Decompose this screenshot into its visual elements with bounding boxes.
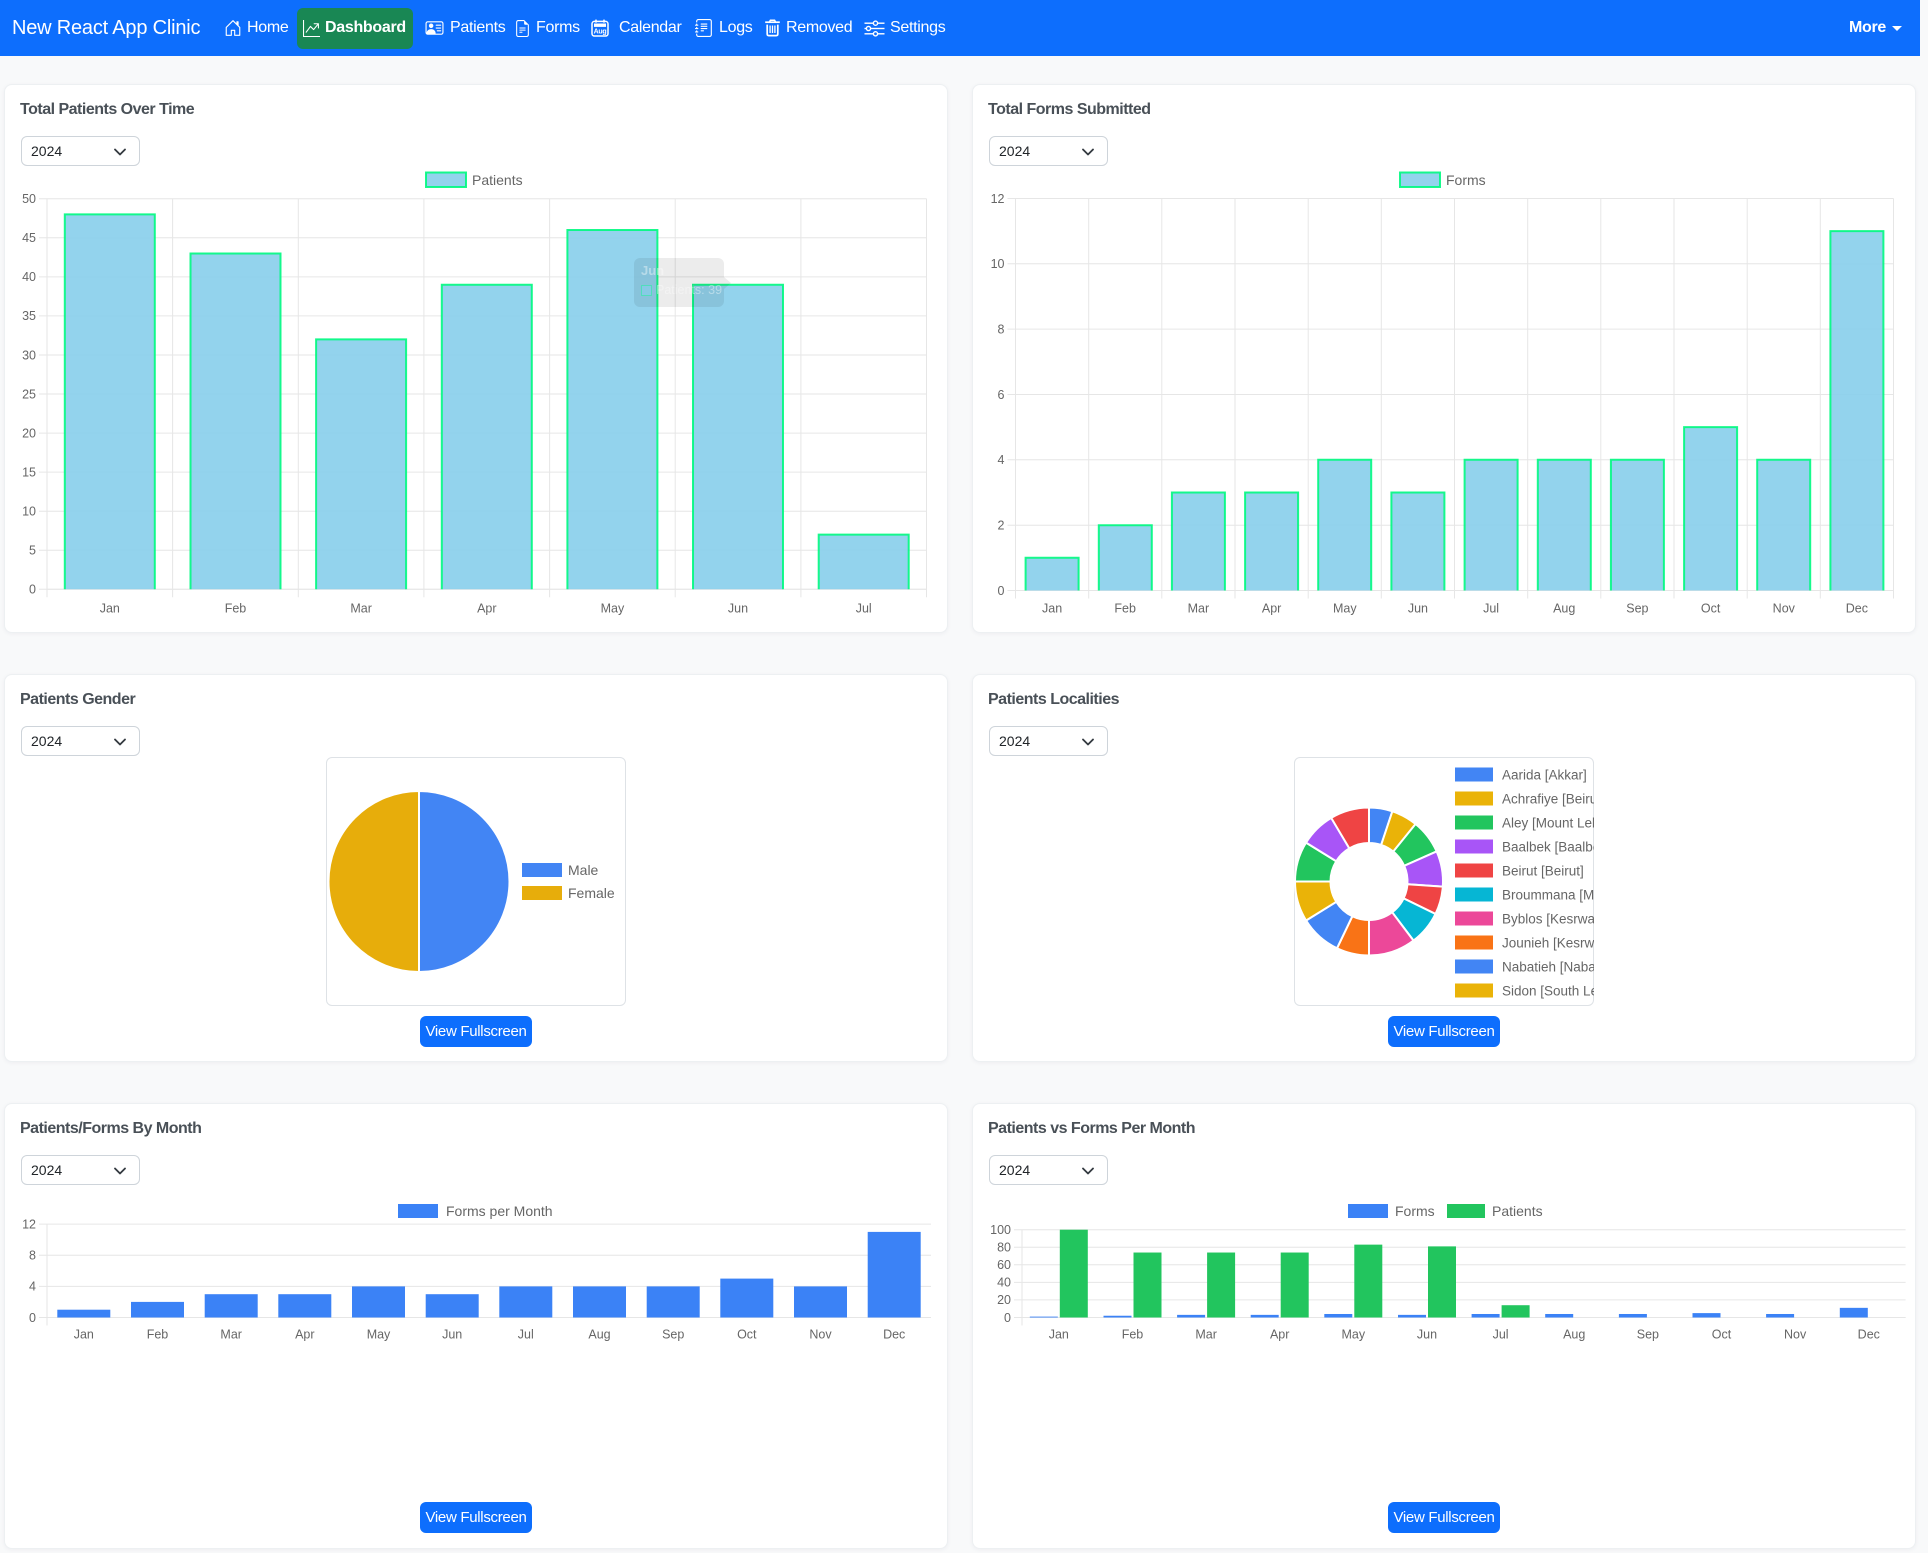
svg-text:May: May [601, 602, 625, 616]
svg-text:Jan: Jan [74, 1328, 94, 1342]
svg-text:Nov: Nov [809, 1328, 832, 1342]
svg-text:Dec: Dec [1858, 1328, 1880, 1342]
svg-text:Mar: Mar [350, 602, 372, 616]
svg-text:Jul: Jul [518, 1328, 534, 1342]
svg-text:8: 8 [998, 322, 1005, 336]
svg-text:Oct: Oct [1712, 1328, 1732, 1342]
svg-text:Female: Female [568, 885, 615, 901]
svg-text:Aug: Aug [1553, 602, 1575, 616]
svg-text:Aug: Aug [1563, 1328, 1585, 1342]
svg-text:Broummana [Mount Leb: Broummana [Mount Leb [1502, 888, 1594, 903]
svg-text:Aarida [Akkar]: Aarida [Akkar] [1502, 768, 1587, 783]
svg-text:Dec: Dec [1846, 602, 1868, 616]
svg-text:Nov: Nov [1773, 602, 1796, 616]
svg-text:45: 45 [22, 231, 36, 245]
svg-text:Jounieh [Kesrwan-Jbeil]: Jounieh [Kesrwan-Jbeil] [1502, 936, 1594, 951]
svg-text:Jun: Jun [1417, 1328, 1437, 1342]
svg-text:40: 40 [22, 270, 36, 284]
svg-text:60: 60 [997, 1258, 1011, 1272]
svg-text:Byblos [Kesrwan-Jbeil]: Byblos [Kesrwan-Jbeil] [1502, 912, 1594, 927]
svg-text:Jan: Jan [1042, 602, 1062, 616]
svg-text:Jun: Jun [1408, 602, 1428, 616]
svg-text:6: 6 [998, 388, 1005, 402]
svg-text:Jun: Jun [728, 602, 748, 616]
svg-text:Forms: Forms [1446, 172, 1486, 188]
svg-text:May: May [367, 1328, 391, 1342]
svg-text:Feb: Feb [147, 1328, 169, 1342]
svg-text:Beirut [Beirut]: Beirut [Beirut] [1502, 864, 1584, 879]
svg-text:Sep: Sep [662, 1328, 684, 1342]
svg-text:20: 20 [997, 1293, 1011, 1307]
svg-text:4: 4 [29, 1280, 36, 1294]
svg-text:Patients: Patients [1492, 1203, 1543, 1219]
svg-text:2: 2 [998, 519, 1005, 533]
svg-text:May: May [1333, 602, 1357, 616]
svg-text:0: 0 [29, 583, 36, 597]
svg-text:Jul: Jul [1483, 602, 1499, 616]
svg-text:Apr: Apr [1262, 602, 1281, 616]
svg-text:Mar: Mar [1188, 602, 1210, 616]
svg-text:Mar: Mar [220, 1328, 242, 1342]
svg-text:Jul: Jul [1493, 1328, 1509, 1342]
svg-text:Aley [Mount Lebanon]: Aley [Mount Lebanon] [1502, 816, 1594, 831]
svg-text:Feb: Feb [1114, 602, 1136, 616]
svg-text:8: 8 [29, 1249, 36, 1263]
svg-text:Patients: Patients [472, 172, 523, 188]
svg-text:Sep: Sep [1637, 1328, 1659, 1342]
svg-text:25: 25 [22, 387, 36, 401]
svg-text:Sep: Sep [1626, 602, 1648, 616]
svg-text:May: May [1341, 1328, 1365, 1342]
svg-text:50: 50 [22, 192, 36, 206]
svg-text:Male: Male [568, 862, 599, 878]
svg-text:Feb: Feb [1122, 1328, 1144, 1342]
svg-text:Baalbek [Baalbek-Herm: Baalbek [Baalbek-Herm [1502, 840, 1594, 855]
svg-text:Aug: Aug [588, 1328, 610, 1342]
svg-text:Achrafiye [Beirut]: Achrafiye [Beirut] [1502, 792, 1594, 807]
svg-text:10: 10 [991, 257, 1005, 271]
svg-text:40: 40 [997, 1276, 1011, 1290]
svg-text:20: 20 [22, 426, 36, 440]
svg-text:0: 0 [998, 584, 1005, 598]
svg-text:5: 5 [29, 544, 36, 558]
svg-text:0: 0 [1004, 1311, 1011, 1325]
svg-text:Apr: Apr [295, 1328, 314, 1342]
svg-text:Jan: Jan [100, 602, 120, 616]
svg-text:Jun: Jun [442, 1328, 462, 1342]
svg-text:12: 12 [22, 1217, 36, 1231]
svg-text:Forms per Month: Forms per Month [446, 1203, 553, 1219]
svg-text:Jul: Jul [856, 602, 872, 616]
svg-text:100: 100 [990, 1223, 1011, 1237]
svg-text:Forms: Forms [1395, 1203, 1435, 1219]
svg-text:30: 30 [22, 348, 36, 362]
svg-text:80: 80 [997, 1241, 1011, 1255]
svg-text:Nov: Nov [1784, 1328, 1807, 1342]
svg-text:Apr: Apr [477, 602, 496, 616]
svg-text:12: 12 [991, 192, 1005, 206]
svg-text:Oct: Oct [737, 1328, 757, 1342]
svg-text:Nabatieh [Nabatieh]: Nabatieh [Nabatieh] [1502, 960, 1594, 975]
svg-text:Oct: Oct [1701, 602, 1721, 616]
svg-text:Aug: Aug [594, 29, 607, 36]
svg-text:15: 15 [22, 465, 36, 479]
svg-text:4: 4 [998, 453, 1005, 467]
svg-text:Mar: Mar [1195, 1328, 1217, 1342]
svg-text:Apr: Apr [1270, 1328, 1289, 1342]
svg-text:0: 0 [29, 1311, 36, 1325]
svg-text:Sidon [South Lebanon]: Sidon [South Lebanon] [1502, 984, 1594, 999]
svg-text:Dec: Dec [883, 1328, 905, 1342]
svg-text:10: 10 [22, 505, 36, 519]
svg-text:Feb: Feb [225, 602, 247, 616]
svg-text:Jan: Jan [1049, 1328, 1069, 1342]
svg-text:35: 35 [22, 309, 36, 323]
